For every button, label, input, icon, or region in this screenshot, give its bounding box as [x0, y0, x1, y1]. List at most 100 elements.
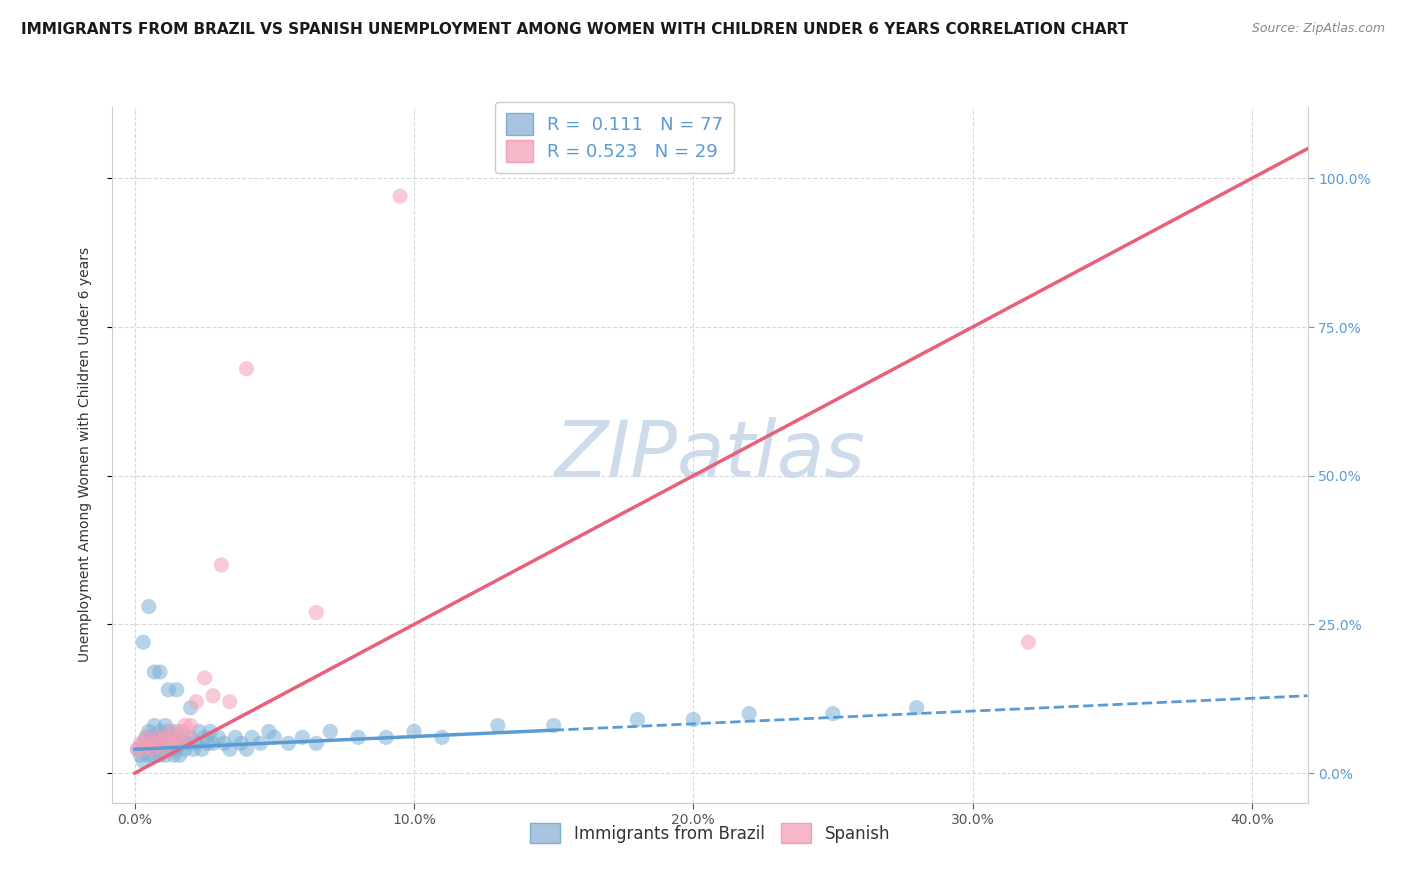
Point — [486, 718, 509, 732]
Text: Source: ZipAtlas.com: Source: ZipAtlas.com — [1251, 22, 1385, 36]
Point — [172, 731, 194, 745]
Point — [146, 731, 169, 745]
Text: IMMIGRANTS FROM BRAZIL VS SPANISH UNEMPLOYMENT AMONG WOMEN WITH CHILDREN UNDER 6: IMMIGRANTS FROM BRAZIL VS SPANISH UNEMPL… — [21, 22, 1128, 37]
Point — [143, 718, 166, 732]
Point — [132, 754, 155, 768]
Point — [194, 671, 217, 685]
Point — [402, 724, 425, 739]
Point — [129, 736, 152, 750]
Point — [135, 731, 157, 745]
Point — [191, 742, 214, 756]
Point — [155, 748, 177, 763]
Point — [146, 731, 169, 745]
Point — [141, 742, 163, 756]
Point — [257, 724, 280, 739]
Point — [138, 736, 160, 750]
Point — [905, 700, 928, 714]
Point — [224, 731, 246, 745]
Point — [138, 736, 160, 750]
Point — [166, 742, 188, 756]
Point — [180, 718, 202, 732]
Point — [143, 736, 166, 750]
Point — [180, 700, 202, 714]
Point — [201, 736, 224, 750]
Point — [375, 731, 398, 745]
Point — [143, 665, 166, 679]
Point — [146, 742, 169, 756]
Point — [127, 742, 149, 756]
Point — [543, 718, 565, 732]
Point — [235, 742, 257, 756]
Point — [197, 736, 219, 750]
Point — [152, 731, 174, 745]
Point — [155, 718, 177, 732]
Point — [157, 724, 180, 739]
Point — [277, 736, 299, 750]
Point — [172, 724, 194, 739]
Point — [157, 736, 180, 750]
Point — [235, 361, 257, 376]
Point — [166, 731, 188, 745]
Point — [163, 736, 186, 750]
Point — [207, 731, 229, 745]
Point — [163, 748, 186, 763]
Point — [138, 748, 160, 763]
Point — [347, 731, 370, 745]
Point — [169, 736, 191, 750]
Point — [132, 742, 155, 756]
Point — [200, 724, 222, 739]
Point — [821, 706, 844, 721]
Point — [149, 665, 172, 679]
Point — [389, 189, 412, 203]
Point — [319, 724, 342, 739]
Point — [143, 736, 166, 750]
Point — [212, 736, 235, 750]
Point — [155, 731, 177, 745]
Point — [1017, 635, 1039, 649]
Point — [160, 742, 183, 756]
Point — [183, 742, 205, 756]
Point — [169, 748, 191, 763]
Point — [169, 736, 191, 750]
Point — [143, 748, 166, 763]
Point — [160, 724, 183, 739]
Point — [291, 731, 314, 745]
Point — [229, 736, 252, 750]
Point — [127, 742, 149, 756]
Text: ZIPatlas: ZIPatlas — [554, 417, 866, 493]
Point — [263, 731, 285, 745]
Point — [218, 742, 240, 756]
Point — [188, 724, 211, 739]
Point — [177, 731, 200, 745]
Point — [152, 742, 174, 756]
Point — [180, 731, 202, 745]
Point — [132, 635, 155, 649]
Point — [186, 695, 208, 709]
Point — [138, 724, 160, 739]
Point — [186, 736, 208, 750]
Point — [305, 736, 328, 750]
Point — [174, 742, 197, 756]
Point — [249, 736, 271, 750]
Point — [138, 599, 160, 614]
Point — [209, 558, 232, 572]
Point — [149, 724, 172, 739]
Point — [305, 606, 328, 620]
Point — [430, 731, 453, 745]
Point — [132, 736, 155, 750]
Legend: Immigrants from Brazil, Spanish: Immigrants from Brazil, Spanish — [523, 816, 897, 850]
Point — [163, 736, 186, 750]
Point — [152, 742, 174, 756]
Point — [166, 682, 188, 697]
Point — [194, 731, 217, 745]
Point — [149, 748, 172, 763]
Point — [157, 682, 180, 697]
Point — [174, 718, 197, 732]
Point — [626, 713, 648, 727]
Point — [166, 724, 188, 739]
Point — [141, 742, 163, 756]
Point — [129, 748, 152, 763]
Point — [218, 695, 240, 709]
Point — [201, 689, 224, 703]
Point — [141, 731, 163, 745]
